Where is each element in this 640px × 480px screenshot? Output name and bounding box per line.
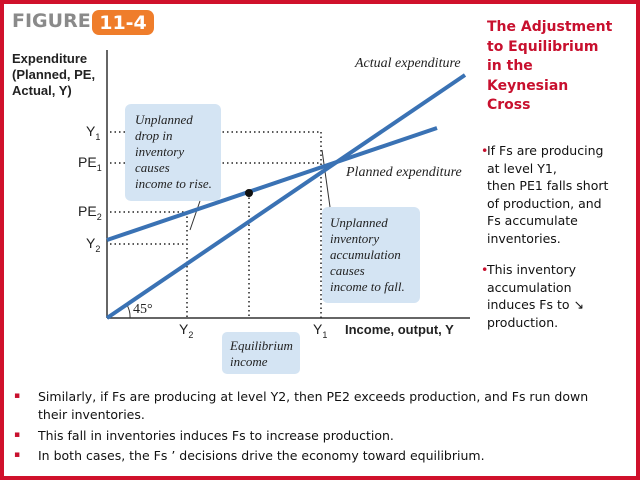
bullet-line: inventories.	[487, 230, 561, 246]
x-label: Y2	[179, 321, 193, 340]
callout-box	[222, 332, 300, 374]
callout-text: Unplanned	[330, 215, 388, 230]
callout-text: causes	[330, 263, 365, 278]
bottom-bullet: This fall in inventories induces Fs to i…	[14, 427, 614, 445]
y-axis-label: (Planned, PE,	[12, 67, 95, 82]
callout-text: inventory	[330, 231, 379, 246]
angle-label: 45°	[133, 302, 153, 317]
bullet-line: induces Fs to ↘	[487, 297, 584, 312]
pointer	[321, 149, 331, 208]
callout-text: income to rise.	[135, 176, 212, 191]
title-line: Keynesian	[487, 77, 569, 94]
y-axis-label: Expenditure	[12, 51, 87, 66]
callout-text: Unplanned	[135, 112, 193, 127]
bullet-line: If Fs are producing	[481, 142, 608, 160]
title-line: to Equilibrium	[487, 38, 599, 55]
title-line: in the	[487, 58, 533, 74]
callout-text: causes	[135, 160, 170, 175]
callout-box	[125, 104, 221, 201]
angle-arc	[126, 304, 131, 319]
bottom-bullet: Similarly, if Fs are producing at level …	[14, 388, 614, 423]
figure-badge	[92, 10, 154, 35]
actual-expenditure-line	[105, 73, 467, 320]
side-bullet: This inventory accumulation induces Fs t…	[481, 261, 584, 331]
callout-text: income to fall.	[330, 279, 405, 294]
callout-text: inventory	[135, 144, 184, 159]
x-axis-label: Income, output, Y	[345, 322, 454, 337]
callout-text: Equilibrium	[229, 338, 293, 353]
line-label: Actual expenditure	[354, 56, 461, 71]
line-label: Planned expenditure	[345, 165, 462, 180]
y-label: PE2	[78, 203, 102, 222]
callout-text: drop in	[135, 128, 172, 143]
y-label: Y1	[86, 123, 100, 142]
bullet-line: at level Y1,	[487, 160, 557, 176]
bullet-line: accumulation	[487, 279, 572, 295]
bullet-line: This fall in inventories induces Fs to i…	[14, 427, 614, 445]
figure-label: FIGURE	[12, 10, 91, 32]
bullet-line: Similarly, if Fs are producing at level …	[14, 388, 614, 406]
side-bullet: If Fs are producing at level Y1, then PE…	[481, 142, 608, 247]
callout-box	[322, 207, 420, 303]
y-axis-label: Actual, Y)	[12, 83, 72, 98]
bottom-bullet: In both cases, the Fs ’ decisions drive …	[14, 447, 614, 465]
y-label: Y2	[86, 235, 100, 254]
equilibrium-point	[245, 189, 253, 197]
planned-expenditure-line	[106, 126, 438, 242]
x-label: Y1	[313, 321, 327, 340]
callout-text: income	[230, 354, 268, 369]
bullet-line: their inventories.	[38, 406, 145, 422]
title-line: The Adjustment	[487, 19, 613, 35]
pointer	[189, 200, 201, 231]
y-label: PE1	[78, 154, 102, 173]
bullet-line: production.	[487, 314, 559, 330]
bullet-line: of production, and	[487, 195, 602, 211]
figure-number: 11-4	[99, 12, 147, 34]
title-line: Cross	[487, 97, 531, 113]
slide-title: The Adjustment to Equilibrium in the Key…	[487, 18, 612, 116]
bullet-line: Fs accumulate	[487, 213, 578, 228]
callout-text: accumulation	[330, 247, 401, 262]
bullet-line: In both cases, the Fs ’ decisions drive …	[14, 447, 614, 465]
guides	[110, 131, 322, 318]
bullet-line: then PE1 falls short	[487, 178, 609, 193]
bullet-line: This inventory	[481, 261, 584, 279]
